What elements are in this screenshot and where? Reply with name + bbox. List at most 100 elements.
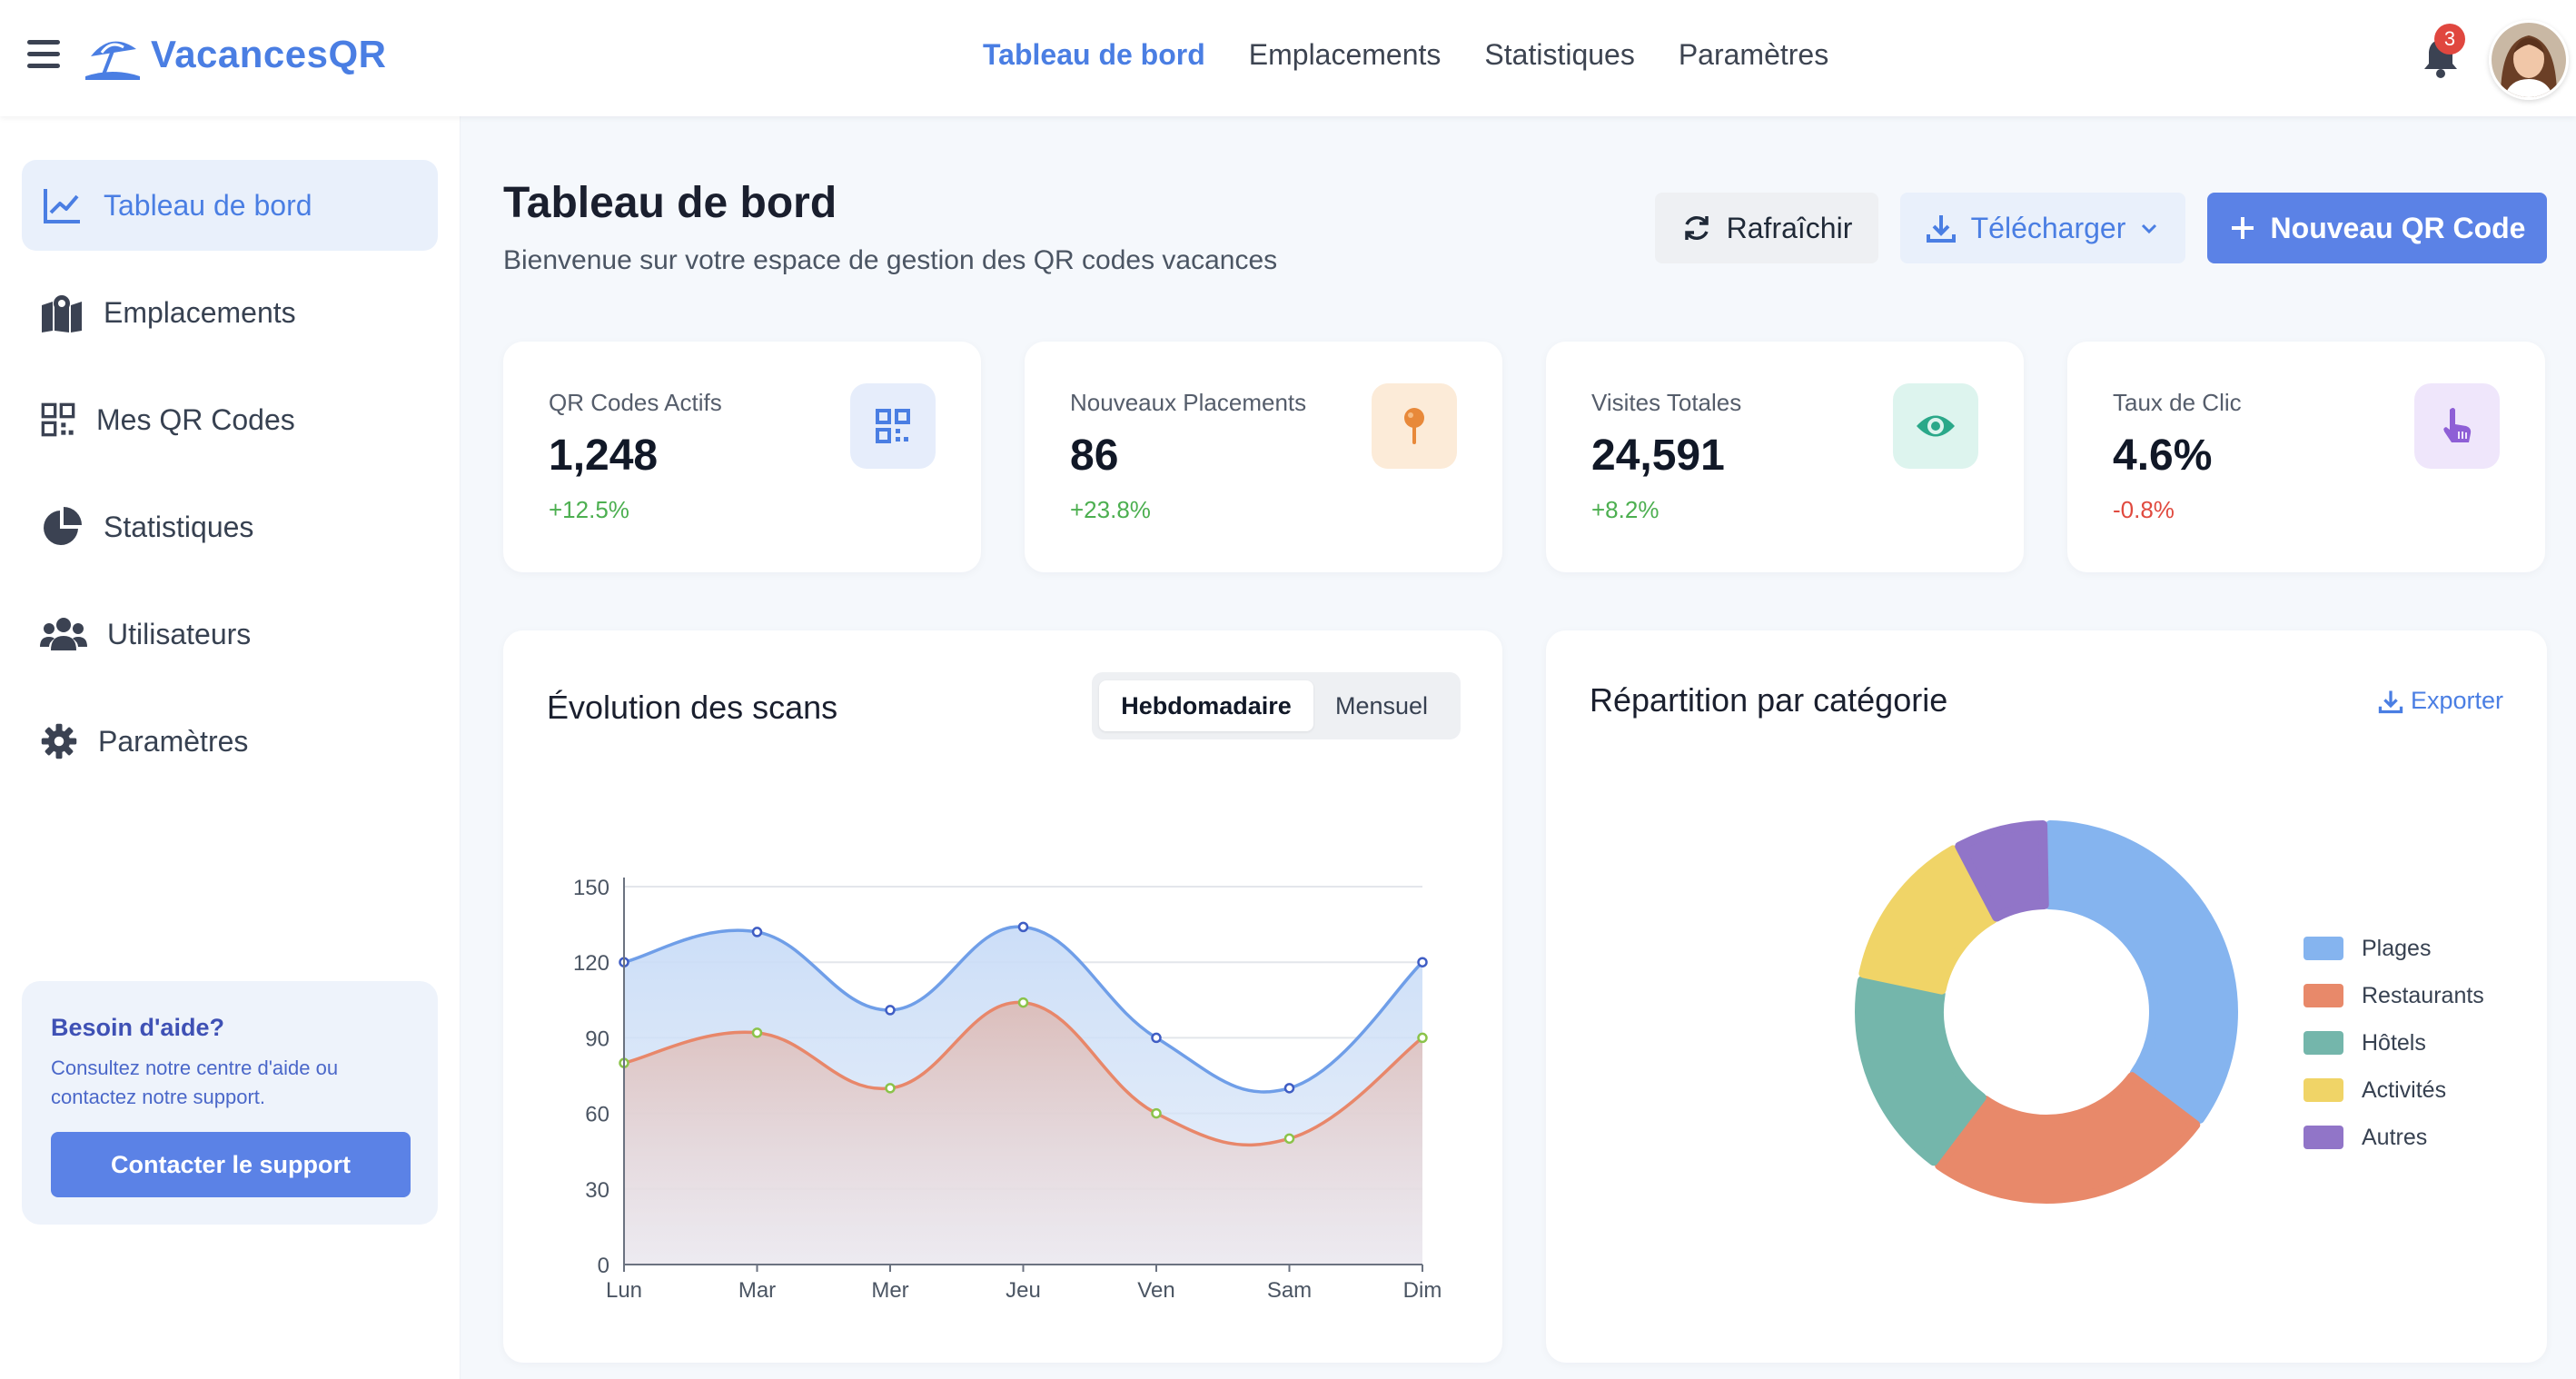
sidebar-item-label: Mes QR Codes — [96, 402, 295, 436]
legend-swatch — [2304, 1078, 2343, 1102]
topnav-statistics[interactable]: Statistiques — [1484, 38, 1635, 71]
topnav-dashboard[interactable]: Tableau de bord — [983, 38, 1205, 71]
data-point — [1283, 1133, 1295, 1145]
scans-evolution-card: Évolution des scans Hebdomadaire Mensuel… — [503, 630, 1502, 1363]
stat-value: 4.6% — [2113, 432, 2213, 480]
legend-item: Hôtels — [2304, 1019, 2484, 1066]
contact-support-button[interactable]: Contacter le support — [51, 1132, 411, 1197]
data-point — [1017, 921, 1029, 933]
data-point — [1417, 957, 1428, 967]
stat-label: Nouveaux Placements — [1070, 389, 1307, 416]
download-label: Télécharger — [1970, 211, 2126, 244]
legend-swatch — [2304, 1031, 2343, 1055]
map-marker-icon — [42, 295, 82, 332]
new-qr-code-button[interactable]: Nouveau QR Code — [2207, 193, 2547, 263]
data-point — [1151, 1107, 1162, 1119]
y-tick-label: 0 — [598, 1254, 609, 1278]
legend-item: Activités — [2304, 1066, 2484, 1114]
plus-icon — [2231, 217, 2254, 239]
sidebar-item-qr-codes[interactable]: Mes QR Codes — [22, 374, 438, 465]
download-icon — [2378, 690, 2403, 713]
legend-label: Hôtels — [2362, 1029, 2426, 1056]
top-navigation: Tableau de bord Emplacements Statistique… — [983, 38, 1828, 72]
stat-label: Taux de Clic — [2113, 389, 2242, 416]
y-tick-label: 60 — [585, 1103, 609, 1127]
stat-change: -0.8% — [2113, 496, 2175, 523]
export-link[interactable]: Exporter — [2378, 687, 2503, 715]
category-card-title: Répartition par catégorie — [1590, 681, 1948, 719]
x-tick-label: Dim — [1403, 1278, 1442, 1303]
user-avatar[interactable] — [2489, 20, 2569, 100]
pie-slice-hôtels — [1855, 976, 1986, 1166]
data-point — [751, 1027, 763, 1038]
app-logo-text[interactable]: VacancesQR — [151, 33, 387, 75]
chart-legend: Plages Restaurants Hôtels Activités Autres — [2304, 925, 2484, 1161]
toggle-monthly[interactable]: Mensuel — [1334, 691, 1429, 719]
data-point — [885, 1083, 896, 1094]
sidebar-item-settings[interactable]: Paramètres — [22, 696, 438, 787]
legend-label: Autres — [2362, 1124, 2428, 1150]
category-breakdown-card: Répartition par catégorie Exporter Plage… — [1546, 630, 2547, 1363]
x-tick-label: Ven — [1137, 1278, 1174, 1303]
download-button[interactable]: Télécharger — [1900, 193, 2185, 263]
sidebar-item-locations[interactable]: Emplacements — [22, 267, 438, 358]
eye-icon — [1893, 383, 1978, 469]
pin-icon — [1372, 383, 1457, 469]
y-tick-label: 120 — [573, 951, 609, 976]
sidebar-item-label: Paramètres — [98, 724, 249, 758]
help-box: Besoin d'aide? Consultez notre centre d'… — [22, 981, 438, 1225]
topnav-settings[interactable]: Paramètres — [1678, 38, 1829, 71]
sidebar-item-label: Utilisateurs — [107, 617, 252, 650]
pointer-click-icon — [2414, 383, 2500, 469]
data-point — [751, 927, 763, 938]
legend-label: Plages — [2362, 935, 2432, 961]
users-icon — [40, 618, 87, 650]
pie-slice-autres — [1955, 820, 2049, 922]
gear-icon — [41, 723, 77, 759]
refresh-button[interactable]: Rafraîchir — [1655, 193, 1878, 263]
new-qr-code-label: Nouveau QR Code — [2270, 211, 2526, 244]
sidebar-item-statistics[interactable]: Statistiques — [22, 481, 438, 572]
category-donut-chart — [1855, 820, 2238, 1204]
stat-card-total-visits: Visites Totales 24,591 +8.2% — [1546, 342, 2024, 572]
toggle-weekly[interactable]: Hebdomadaire — [1099, 680, 1313, 731]
umbrella-logo-icon — [85, 41, 140, 80]
top-bar: VacancesQR Tableau de bord Emplacements … — [0, 0, 2576, 116]
sidebar-item-users[interactable]: Utilisateurs — [22, 589, 438, 680]
sidebar-item-label: Statistiques — [104, 510, 254, 543]
x-tick-label: Mer — [871, 1278, 908, 1303]
chevron-down-icon — [2142, 223, 2157, 234]
legend-swatch — [2304, 984, 2343, 1007]
qr-code-icon — [850, 383, 936, 469]
stat-change: +8.2% — [1591, 496, 1660, 523]
sidebar-item-label: Tableau de bord — [104, 188, 312, 222]
help-text: Consultez notre centre d'aide ou contact… — [51, 1057, 339, 1108]
download-icon — [1926, 215, 1956, 243]
stat-card-click-rate: Taux de Clic 4.6% -0.8% — [2067, 342, 2545, 572]
x-tick-label: Lun — [606, 1278, 642, 1303]
pie-slice-restaurants — [1935, 1072, 2201, 1204]
qr-code-icon — [41, 402, 75, 437]
stat-value: 24,591 — [1591, 432, 1725, 480]
stat-label: Visites Totales — [1591, 389, 1742, 416]
notification-badge: 3 — [2434, 24, 2465, 55]
sidebar-item-label: Emplacements — [104, 295, 296, 329]
sidebar-item-dashboard[interactable]: Tableau de bord — [22, 160, 438, 251]
hamburger-menu-icon[interactable] — [27, 40, 60, 69]
refresh-label: Rafraîchir — [1726, 211, 1853, 244]
pie-slice-plages — [2044, 820, 2238, 1124]
data-point — [1017, 997, 1029, 1008]
data-point — [1283, 1083, 1295, 1094]
stat-change: +23.8% — [1070, 496, 1151, 523]
legend-swatch — [2304, 937, 2343, 960]
x-tick-label: Jeu — [1006, 1278, 1041, 1303]
pie-slice-activités — [1858, 845, 1998, 995]
x-tick-label: Mar — [738, 1278, 776, 1303]
series-area — [624, 1002, 1422, 1265]
stat-value: 1,248 — [549, 432, 659, 480]
period-toggle: Hebdomadaire Mensuel — [1092, 672, 1461, 739]
page-title: Tableau de bord — [503, 179, 837, 227]
y-tick-label: 150 — [573, 876, 609, 900]
topnav-locations[interactable]: Emplacements — [1248, 38, 1442, 71]
chart-line-icon — [44, 189, 80, 223]
